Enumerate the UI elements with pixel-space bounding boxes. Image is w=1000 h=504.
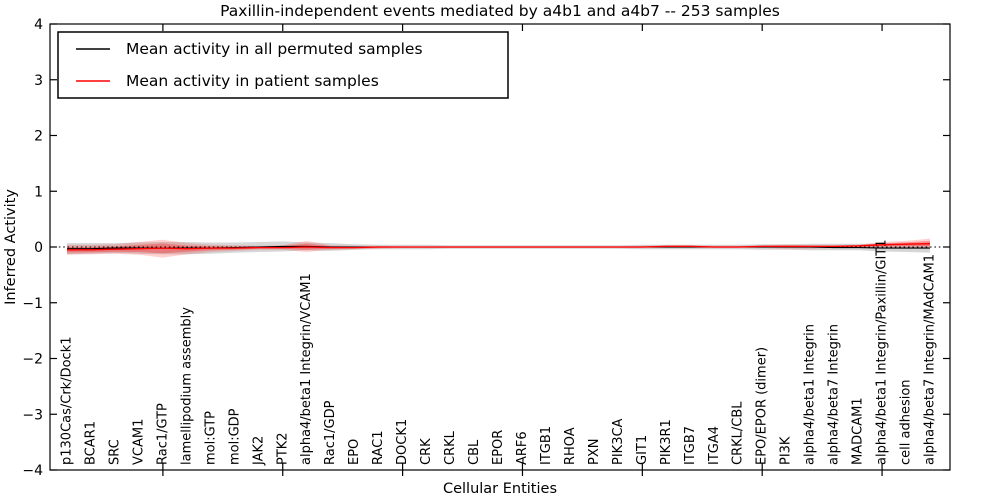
category-label: p130Cas/Crk/Dock1 <box>60 336 75 465</box>
category-label: RAC1 <box>371 430 386 465</box>
category-label: cell adhesion <box>899 379 914 465</box>
legend: Mean activity in all permuted samples Me… <box>57 31 509 99</box>
category-label: PIK3CA <box>611 418 626 465</box>
category-label: SRC <box>107 439 122 465</box>
category-label: alpha4/beta1 Integrin/Paxillin/GIT1 <box>875 239 890 465</box>
category-label: ITGB7 <box>683 426 698 465</box>
category-label: EPOR <box>491 430 506 465</box>
category-label: GIT1 <box>635 435 650 465</box>
category-label: EPO <box>347 439 362 465</box>
category-label: CRKL <box>443 430 458 465</box>
x-axis-label: Cellular Entities <box>443 481 557 497</box>
y-axis-label: Inferred Activity <box>3 189 19 305</box>
chart-title: Paxillin-independent events mediated by … <box>220 2 780 20</box>
category-label: RHOA <box>563 427 578 465</box>
category-label: MADCAM1 <box>851 397 866 465</box>
category-label: mol:GDP <box>227 408 242 465</box>
legend-label-permuted: Mean activity in all permuted samples <box>126 40 423 58</box>
category-label: alpha4/beta7 Integrin/MAdCAM1 <box>923 254 938 465</box>
y-tick-label: −3 <box>22 407 43 423</box>
permuted-std-band <box>67 241 930 255</box>
y-tick-label: 2 <box>34 129 43 145</box>
category-label: CRK <box>419 438 434 465</box>
category-label: BCAR1 <box>83 421 98 465</box>
category-label: VCAM1 <box>131 419 146 465</box>
category-label: ARF6 <box>515 431 530 465</box>
patient-mean-line <box>67 243 931 251</box>
category-label: CRKL/CBL <box>731 401 746 465</box>
category-label: Rac1/GTP <box>155 403 170 465</box>
category-label: CBL <box>467 439 482 465</box>
category-label: alpha4/beta7 Integrin <box>827 324 842 465</box>
plot-frame <box>49 23 951 471</box>
patient-std-band-outer <box>67 238 930 258</box>
y-tick-label: −4 <box>22 463 43 479</box>
category-label: alpha4/beta1 Integrin/VCAM1 <box>299 273 314 465</box>
y-tick-label: 3 <box>34 73 43 89</box>
category-label: PIK3R1 <box>659 419 674 465</box>
category-label: DOCK1 <box>395 419 410 465</box>
category-label: ITGA4 <box>707 426 722 465</box>
category-label: JAK2 <box>251 436 266 466</box>
category-label: Rac1/GDP <box>323 400 338 465</box>
legend-box <box>57 31 509 99</box>
legend-label-patient: Mean activity in patient samples <box>126 72 379 90</box>
y-tick-label: −1 <box>22 296 43 312</box>
y-tick-label: 1 <box>34 184 43 200</box>
category-label: ITGB1 <box>539 426 554 465</box>
y-tick-label: 4 <box>34 17 43 33</box>
category-label: EPO/EPOR (dimer) <box>755 347 770 465</box>
category-label: alpha4/beta1 Integrin <box>803 324 818 465</box>
plot-area: p130Cas/Crk/Dock1 BCAR1 SRC VCAM1 Rac1/GTP la… <box>22 17 950 479</box>
category-label: lamellipodium assembly <box>179 307 194 465</box>
category-label: PTK2 <box>275 432 290 465</box>
y-tick-label: 0 <box>34 240 43 256</box>
y-tick-label: −2 <box>22 352 43 368</box>
category-label: mol:GTP <box>203 411 218 465</box>
category-label: PXN <box>587 439 602 465</box>
category-label: PI3K <box>779 436 794 465</box>
